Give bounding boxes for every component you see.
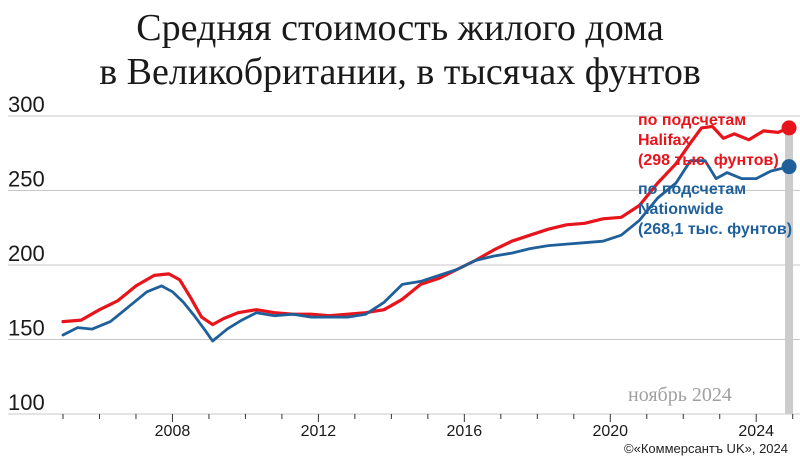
chart-title-line-1: Средняя стоимость жилого дома bbox=[136, 7, 664, 49]
end-point-nationwide bbox=[781, 159, 797, 175]
chart-title: Средняя стоимость жилого дома в Великобр… bbox=[0, 6, 800, 94]
chart-title-line-2: в Великобритании, в тысячах фунтов bbox=[99, 51, 701, 93]
y-axis-labels: 100 150 200 250 300 bbox=[8, 92, 45, 415]
y-tick-label: 250 bbox=[8, 167, 45, 192]
x-axis-labels: 2008 2012 2016 2020 2024 bbox=[155, 423, 774, 440]
marker-date-label: ноябрь 2024 bbox=[628, 384, 732, 406]
series-line-nationwide bbox=[61, 159, 791, 343]
x-tick-label: 2008 bbox=[155, 423, 191, 440]
y-tick-label: 300 bbox=[8, 92, 45, 117]
nationwide-annotation-line-1: по подсчетам bbox=[638, 181, 747, 198]
series-line-halifax bbox=[61, 124, 791, 327]
x-tick-label: 2016 bbox=[447, 423, 483, 440]
halifax-annotation-line-2: Halifax bbox=[638, 132, 691, 149]
current-date-marker bbox=[785, 124, 794, 414]
nationwide-annotation: по подсчетам Nationwide (268,1 тыс. фунт… bbox=[638, 180, 792, 240]
halifax-annotation-line-1: по подсчетам bbox=[638, 112, 747, 129]
source-credit: ©«Коммерсантъ UK», 2024 bbox=[624, 441, 788, 456]
x-tick-label: 2012 bbox=[301, 423, 337, 440]
x-tick-label: 2020 bbox=[592, 423, 628, 440]
halifax-annotation-line-3: (298 тыс. фунтов) bbox=[638, 152, 779, 169]
nationwide-annotation-line-2: Nationwide bbox=[638, 201, 724, 218]
y-tick-label: 100 bbox=[8, 390, 45, 415]
end-point-halifax bbox=[781, 120, 797, 136]
nationwide-annotation-line-3: (268,1 тыс. фунтов) bbox=[638, 221, 793, 238]
x-tick-label: 2024 bbox=[738, 423, 774, 440]
y-tick-label: 150 bbox=[8, 316, 45, 341]
series-end-points bbox=[781, 120, 797, 175]
y-tick-label: 200 bbox=[8, 241, 45, 266]
series-lines bbox=[61, 124, 791, 343]
x-axis-ticks bbox=[62, 414, 794, 422]
halifax-annotation: по подсчетам Halifax (298 тыс. фунтов) bbox=[638, 111, 779, 171]
